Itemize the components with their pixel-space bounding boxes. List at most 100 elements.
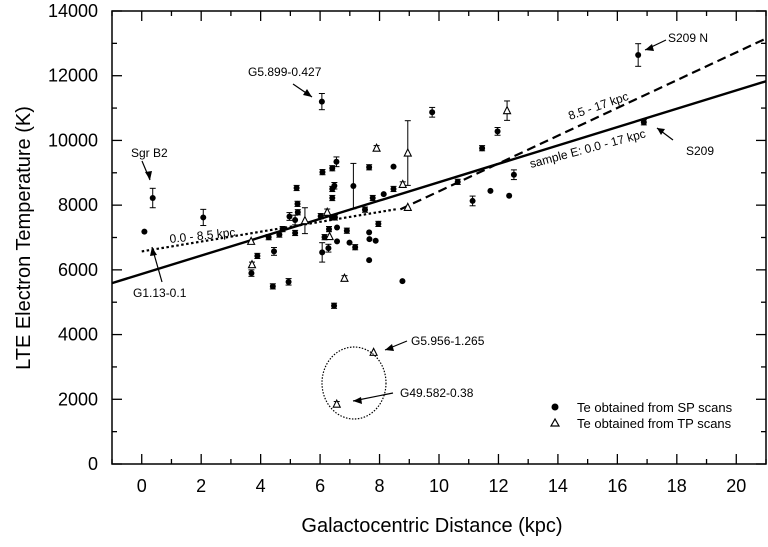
y-tick-label: 8000 [58,195,98,215]
x-tick-label: 20 [726,476,746,496]
y-tick-label: 2000 [58,389,98,409]
annotation-g49-582: G49.582-0.38 [400,386,474,400]
annotation-g1-13: G1.13-0.1 [133,286,187,300]
sp-data-point [248,270,255,277]
sp-data-point [506,192,513,199]
sp-data-point [331,182,338,189]
tp-data-point [322,207,332,216]
x-tick-label: 10 [429,476,449,496]
sp-data-point [292,217,299,224]
sp-data-point [294,209,301,216]
x-tick-label: 4 [256,476,266,496]
axes: 0 2 4 6 8 10 12 14 16 18 20 0 2000 4000 6000 8000 10000 1… [48,1,767,496]
sp-data-point [276,231,283,238]
legend-marker-sp [551,403,559,411]
sp-data-point [372,237,379,244]
legend-label-tp: Te obtained from TP scans [577,416,732,431]
fit-lines [111,37,767,285]
y-tick-label: 14000 [48,1,98,21]
sp-data-point [469,197,476,204]
tp-data-point [325,231,334,241]
fit-line-dashed [399,37,767,211]
y-tick-label: 4000 [58,325,98,345]
sp-data-point [454,178,461,185]
sp-data-point [200,214,207,221]
legend: Te obtained from SP scans Te obtained fr… [549,400,733,431]
sp-data-point [265,234,272,241]
y-axis-title: LTE Electron Temperature (K) [13,106,35,370]
x-tick-label: 0 [137,476,147,496]
sp-data-point [399,278,406,285]
tp-data-point [502,105,512,115]
sp-data-point [285,278,292,285]
x-tick-label: 8 [375,476,385,496]
tp-data-point [246,236,256,245]
sp-data-point [343,227,350,234]
sp-data-point [350,183,357,190]
fit-line-solid [111,80,767,285]
sp-data-point [325,245,332,252]
x-tick-label: 16 [607,476,627,496]
legend-label-sp: Te obtained from SP scans [577,400,733,415]
sp-data-point [271,248,278,255]
sp-data-point [141,228,148,235]
y-tick-label: 12000 [48,66,98,86]
sp-data-point [366,236,373,243]
sp-data-point [510,171,517,178]
data-points [141,43,647,408]
sp-data-point [333,158,340,165]
annotation-sgr-b2: Sgr B2 [131,146,168,160]
y-tick-label: 6000 [58,260,98,280]
tp-data-point [247,259,257,269]
sp-data-point [292,229,299,236]
fit-line-dotted [141,207,398,253]
annotation-arrowheads [145,44,665,404]
sp-data-point [361,206,368,213]
annotation-s209n: S209 N [668,31,708,45]
sp-data-point [366,164,373,171]
sp-data-point [375,220,382,227]
sp-data-point [326,226,333,233]
sp-data-point [429,109,436,116]
tp-data-point [398,179,408,188]
sp-data-point [317,213,324,220]
tp-data-point [372,142,381,152]
sp-data-point [149,195,156,202]
sp-data-point [294,200,301,207]
annotation-g5-956: G5.956-1.265 [411,334,485,348]
x-tick-label: 2 [196,476,206,496]
annotation-s209: S209 [686,144,714,158]
annotation-g5-899: G5.899-0.427 [248,65,322,79]
sp-data-point [331,214,338,221]
x-tick-label: 12 [488,476,508,496]
legend-marker-tp [549,417,561,427]
sp-data-point [269,283,276,290]
y-tick-label: 0 [88,454,98,474]
y-tick-label: 10000 [48,130,98,150]
sp-data-point [346,239,353,246]
sp-data-point [635,52,642,59]
sp-data-point [334,238,341,245]
sp-data-point [329,195,336,202]
sp-data-point [640,119,647,126]
sp-data-point [254,252,261,259]
sp-data-point [293,184,300,191]
sp-data-point [319,169,326,176]
x-tick-label: 18 [667,476,687,496]
sp-data-point [390,163,397,170]
sp-data-point [366,257,373,264]
x-tick-label: 6 [315,476,325,496]
sp-data-point [369,195,376,202]
sp-data-point [352,244,359,251]
tp-data-point [332,398,342,408]
tp-data-point [369,347,378,356]
sp-data-point [494,128,501,135]
tp-data-point [403,147,413,157]
sp-data-point [319,249,326,256]
sp-data-point [479,145,486,152]
sp-data-point [279,226,286,233]
sp-data-point [334,224,341,231]
sp-data-point [390,185,397,192]
tp-data-point [340,273,349,282]
